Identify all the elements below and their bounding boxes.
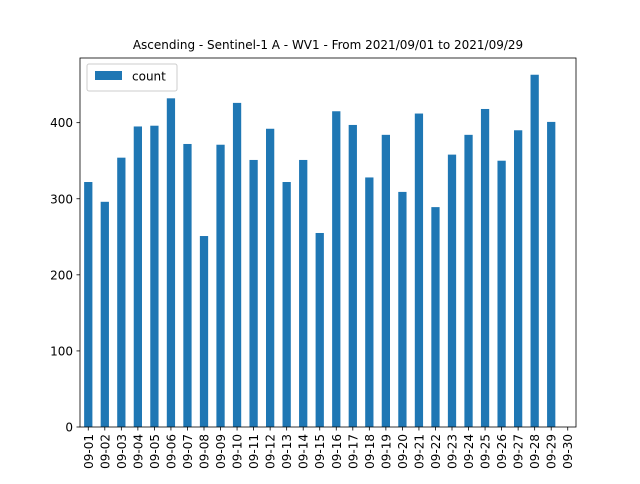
x-tick-label: 09-02	[98, 434, 112, 469]
bar-09-27	[514, 130, 523, 427]
y-tick-label: 400	[50, 116, 73, 130]
x-tick-label: 09-22	[429, 434, 443, 469]
bar-09-21	[414, 113, 424, 427]
x-tick-label: 09-27	[512, 434, 526, 469]
x-tick-label: 09-14	[297, 434, 311, 469]
y-tick-label: 200	[50, 268, 73, 282]
x-tick-label: 09-20	[396, 434, 410, 469]
axes-frame	[79, 57, 577, 428]
legend-swatch	[95, 71, 122, 80]
chart-title: Ascending - Sentinel-1 A - WV1 - From 20…	[133, 38, 523, 52]
bar-09-24	[464, 134, 473, 427]
bar-09-02	[100, 201, 109, 427]
bar-09-13	[282, 182, 291, 427]
x-tick-label: 09-10	[231, 434, 245, 469]
x-tick-label: 09-12	[264, 434, 278, 469]
bar-09-15	[315, 232, 324, 427]
bar-09-22	[431, 207, 440, 427]
x-tick-label: 09-05	[148, 434, 162, 469]
x-tick-label: 09-01	[82, 434, 96, 469]
bar-09-12	[266, 128, 275, 427]
bar-09-05	[150, 125, 159, 428]
bar-09-08	[199, 236, 209, 427]
bars-layer	[84, 74, 556, 428]
bar-09-20	[398, 191, 407, 427]
bar-09-19	[381, 134, 390, 427]
x-tick-label: 09-03	[115, 434, 129, 469]
bar-09-10	[232, 102, 242, 427]
bar-09-25	[480, 108, 490, 427]
y-tick-label: 0	[65, 421, 73, 435]
x-tick-label: 09-28	[528, 434, 542, 469]
x-tick-label: 09-16	[330, 434, 344, 469]
bar-09-03	[117, 157, 126, 428]
bar-09-04	[133, 126, 142, 427]
bar-09-01	[84, 182, 93, 427]
bar-09-14	[299, 159, 308, 427]
x-tick-label: 09-21	[412, 434, 426, 469]
bar-09-28	[530, 74, 539, 428]
bar-09-23	[447, 154, 457, 427]
x-tick-label: 09-07	[181, 434, 195, 469]
x-tick-label: 09-25	[479, 434, 493, 469]
bar-09-06	[166, 98, 176, 427]
x-tick-label: 09-13	[280, 434, 294, 469]
x-tick-label: 09-11	[247, 434, 261, 469]
x-tick-label: 09-08	[198, 434, 212, 469]
legend-label: count	[132, 70, 166, 84]
y-tick-label: 300	[50, 192, 73, 206]
x-tick-label: 09-23	[446, 434, 460, 469]
bar-09-29	[547, 121, 556, 427]
bar-09-17	[348, 124, 357, 427]
x-tick-label: 09-17	[346, 434, 360, 469]
x-tick-label: 09-15	[313, 434, 327, 469]
x-tick-label: 09-04	[131, 434, 145, 469]
x-tick-label: 09-26	[495, 434, 509, 469]
bar-09-09	[216, 144, 225, 428]
x-tick-label: 09-06	[164, 434, 178, 469]
legend-box	[86, 63, 178, 92]
bar-09-26	[497, 160, 506, 427]
bar-09-16	[332, 111, 341, 427]
x-tick-label: 09-09	[214, 434, 228, 469]
legend: count	[86, 63, 178, 92]
bar-09-11	[249, 159, 258, 427]
y-tick-label: 100	[50, 344, 73, 358]
x-tick-label: 09-29	[545, 434, 559, 469]
x-tick-label: 09-30	[561, 434, 575, 469]
x-tick-label: 09-24	[462, 434, 476, 469]
x-tick-label: 09-19	[379, 434, 393, 469]
x-tick-label: 09-18	[363, 434, 377, 469]
bar-09-07	[183, 143, 192, 427]
bar-09-18	[365, 177, 374, 427]
